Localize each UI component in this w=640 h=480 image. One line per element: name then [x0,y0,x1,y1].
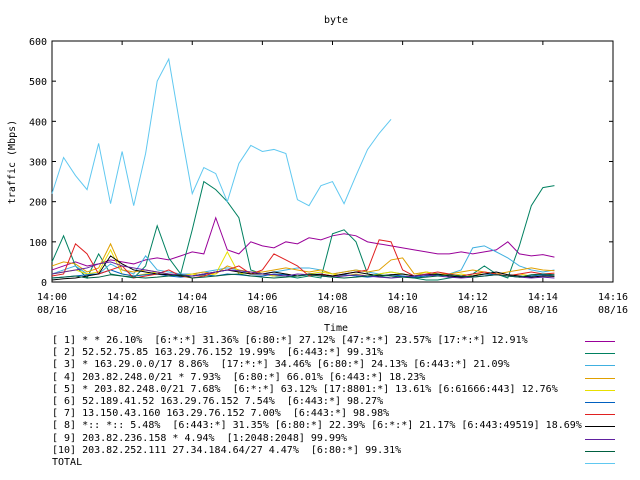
legend-swatch-5 [585,389,615,391]
x-tick-label-time: 14:10 [388,292,418,303]
y-axis-ticks: 0 100 200 300 400 500 600 [29,37,613,289]
legend-swatch-1 [585,341,615,342]
x-tick-label-date: 08/16 [388,305,418,316]
x-tick-label-time: 14:04 [177,292,207,303]
legend-entry-6: [ 6] 52.189.41.52 163.29.76.152 7.54% [6… [52,396,384,407]
legend-entry-5: [ 5] * 203.82.248.0/21 7.68% [6:*:*] 63.… [52,383,558,395]
y-tick-label: 0 [41,278,47,289]
y-axis-label: traffic (Mbps) [7,120,18,204]
x-tick-label-time: 14:14 [528,292,558,303]
legend-swatch-11 [585,463,615,464]
plot-frame [51,40,614,283]
legend-swatch-8 [585,426,615,428]
y-tick-label: 300 [29,158,47,169]
x-tick-label-time: 14:12 [458,292,488,303]
y-tick-label: 500 [29,77,47,88]
x-tick-label-date: 08/16 [177,305,207,316]
x-axis-label: Time [324,323,348,334]
legend-swatch-4 [585,377,615,379]
y-tick-label: 200 [29,198,47,209]
series-line-3 [51,245,555,277]
legend-swatch-6 [585,402,615,403]
x-tick-label-date: 08/16 [317,305,347,316]
y-tick-label: 600 [29,37,47,48]
legend-swatch-2 [585,353,615,355]
legend-entry-2: [ 2] 52.52.75.85 163.29.76.152 19.99% [6… [52,347,384,359]
x-axis-ticks: 14:00 08/16 14:02 08/16 14:04 08/16 14:06 08/16… [37,41,628,316]
chart-title: byte [324,15,348,26]
x-tick-label-date: 08/16 [528,305,558,316]
legend-entry-4: [ 4] 203.82.248.0/21 * 7.93% [6:80:*] 66… [52,371,426,383]
x-tick-label-date: 08/16 [598,305,628,316]
legend-entry-7: [ 7] 13.150.43.160 163.29.76.152 7.00% [… [52,408,390,420]
legend-entry-11: TOTAL [52,457,83,468]
legend-swatch-3 [585,365,615,367]
legend-entry-1: [ 1] * * 26.10% [6:*:*] 31.36% [6:80:*] … [52,335,528,346]
series-line-10 [51,273,555,279]
x-tick-label-time: 14:06 [247,292,277,303]
series-lines [51,57,555,281]
series-line-2 [51,180,555,281]
x-tick-label-time: 14:16 [598,292,628,303]
x-tick-label-time: 14:08 [317,292,347,303]
legend-swatch-10 [585,450,615,452]
x-tick-label-date: 08/16 [37,305,67,316]
x-tick-label-time: 14:02 [107,292,137,303]
x-tick-label-date: 08/16 [458,305,488,316]
y-tick-label: 100 [29,238,47,249]
series-line-1 [51,216,555,271]
series-line-11 [51,57,392,207]
x-tick-label-date: 08/16 [107,305,137,316]
legend-swatch-9 [585,438,615,440]
legend-entry-10: [10] 203.82.252.111 27.34.184.64/27 4.47… [52,444,402,456]
legend-entry-9: [ 9] 203.82.236.158 * 4.94% [1:2048:2048… [52,432,348,444]
x-tick-label-time: 14:00 [37,292,67,303]
legend-entry-3: [ 3] * 163.29.0.0/17 8.86% [17:*:*] 34.4… [52,359,510,371]
x-tick-label-date: 08/16 [247,305,277,316]
legend-swatch-7 [585,414,615,416]
legend-entry-8: [ 8] *:: *:: 5.48% [6:443:*] 31.35% [6:8… [52,420,582,432]
y-tick-label: 400 [29,117,47,128]
